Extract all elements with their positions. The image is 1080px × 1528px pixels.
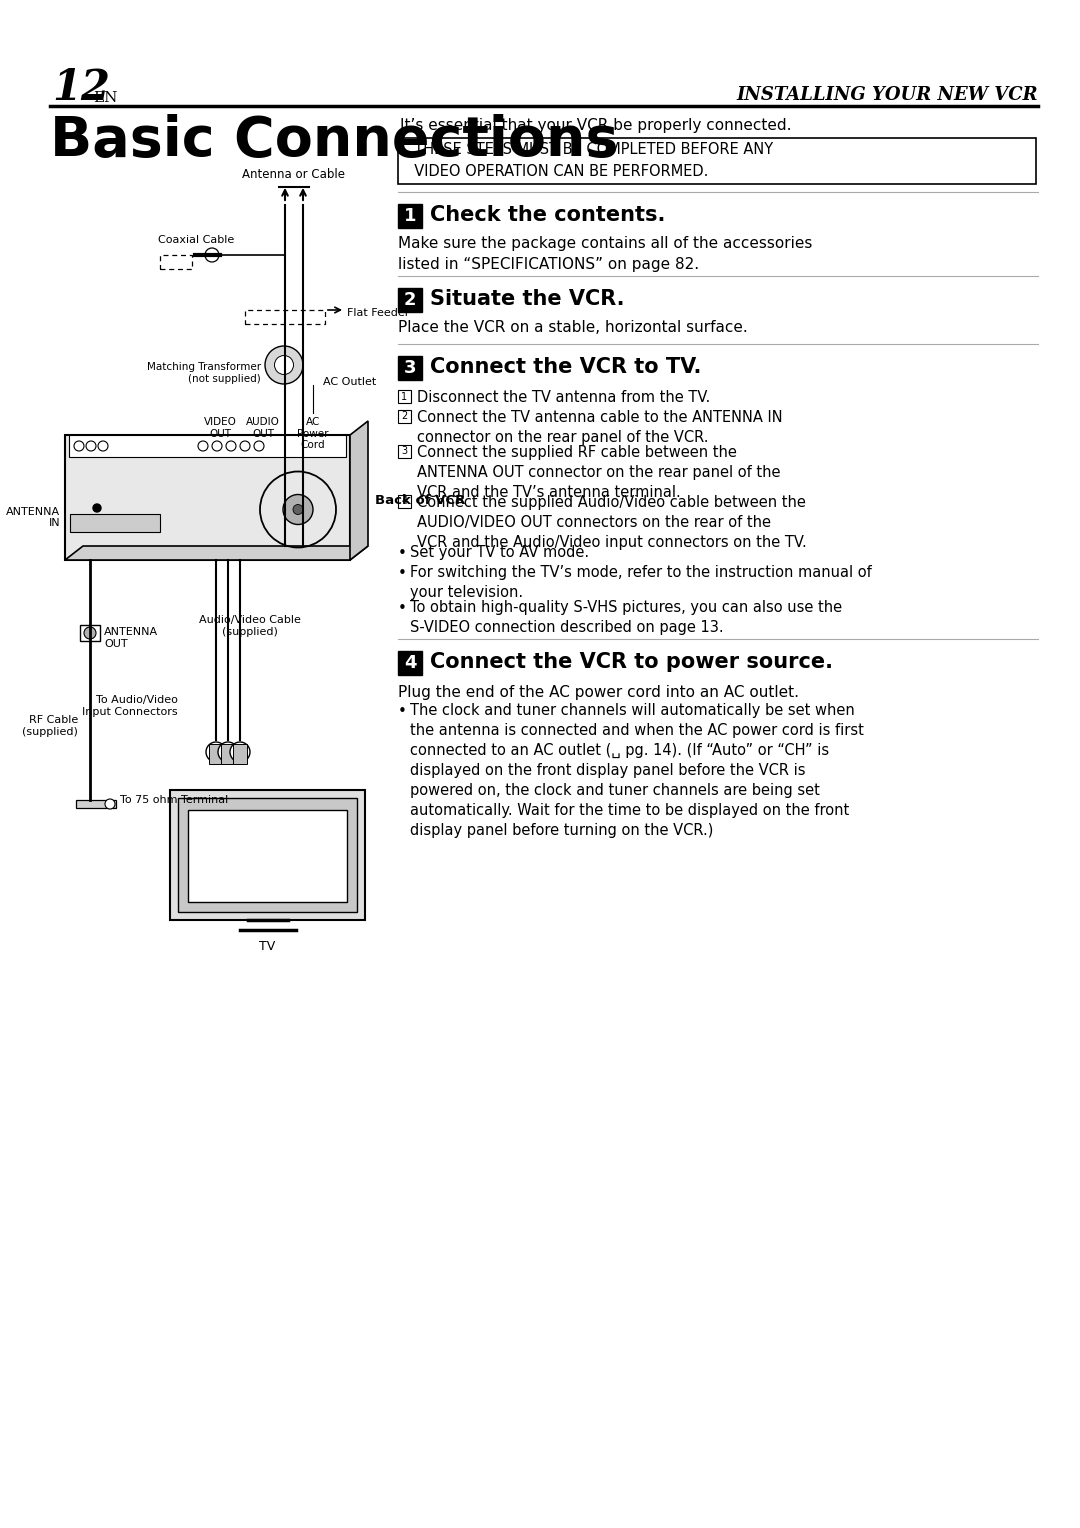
Text: Set your TV to AV mode.: Set your TV to AV mode. bbox=[410, 545, 589, 561]
Bar bbox=[178, 798, 357, 912]
Text: Connect the TV antenna cable to the ANTENNA IN
connector on the rear panel of th: Connect the TV antenna cable to the ANTE… bbox=[417, 410, 783, 445]
Text: AUDIO
OUT: AUDIO OUT bbox=[246, 417, 280, 439]
Bar bbox=[233, 744, 247, 764]
Text: THESE STEPS MUST BE COMPLETED BEFORE ANY
  VIDEO OPERATION CAN BE PERFORMED.: THESE STEPS MUST BE COMPLETED BEFORE ANY… bbox=[405, 142, 773, 179]
Text: EN: EN bbox=[93, 92, 118, 105]
Circle shape bbox=[93, 504, 102, 512]
Bar bbox=[65, 435, 350, 559]
Text: Matching Transformer
(not supplied): Matching Transformer (not supplied) bbox=[147, 362, 261, 385]
Text: Place the VCR on a stable, horizontal surface.: Place the VCR on a stable, horizontal su… bbox=[399, 319, 747, 335]
Text: Make sure the package contains all of the accessories
listed in “SPECIFICATIONS”: Make sure the package contains all of th… bbox=[399, 235, 812, 272]
Bar bbox=[76, 801, 116, 808]
Bar bbox=[221, 744, 235, 764]
Text: To 75 ohm Terminal: To 75 ohm Terminal bbox=[120, 795, 228, 805]
Text: Antenna or Cable: Antenna or Cable bbox=[243, 168, 346, 180]
Text: 12: 12 bbox=[52, 67, 110, 108]
Text: Connect the supplied Audio/Video cable between the
AUDIO/VIDEO OUT connectors on: Connect the supplied Audio/Video cable b… bbox=[417, 495, 807, 550]
Bar bbox=[188, 810, 347, 902]
Text: •: • bbox=[399, 547, 407, 561]
Text: Basic Connections: Basic Connections bbox=[50, 115, 619, 168]
Text: It’s essential that your VCR be properly connected.: It’s essential that your VCR be properly… bbox=[400, 118, 792, 133]
Circle shape bbox=[237, 749, 244, 756]
Text: AC
Power
Cord: AC Power Cord bbox=[297, 417, 328, 451]
Text: ANTENNA
OUT: ANTENNA OUT bbox=[104, 626, 158, 648]
Text: •: • bbox=[399, 704, 407, 720]
Circle shape bbox=[105, 799, 114, 808]
Bar bbox=[399, 495, 411, 507]
Bar bbox=[80, 625, 100, 642]
Text: Disconnect the TV antenna from the TV.: Disconnect the TV antenna from the TV. bbox=[417, 390, 711, 405]
Text: Situate the VCR.: Situate the VCR. bbox=[430, 289, 624, 309]
Text: •: • bbox=[399, 565, 407, 581]
Bar bbox=[69, 435, 346, 457]
Circle shape bbox=[293, 504, 303, 515]
Text: RF Cable
(supplied): RF Cable (supplied) bbox=[22, 715, 78, 738]
Text: Flat Feeder: Flat Feeder bbox=[347, 309, 409, 318]
Text: Back of VCR: Back of VCR bbox=[375, 494, 465, 506]
Text: Plug the end of the AC power cord into an AC outlet.: Plug the end of the AC power cord into a… bbox=[399, 685, 799, 700]
Bar bbox=[160, 255, 192, 269]
Bar bbox=[399, 651, 422, 675]
Text: AC Outlet: AC Outlet bbox=[323, 377, 376, 387]
Text: INSTALLING YOUR NEW VCR: INSTALLING YOUR NEW VCR bbox=[737, 86, 1038, 104]
Circle shape bbox=[218, 743, 238, 762]
Text: Check the contents.: Check the contents. bbox=[430, 205, 665, 225]
Circle shape bbox=[283, 495, 313, 524]
Polygon shape bbox=[65, 545, 368, 559]
Text: 1: 1 bbox=[404, 206, 416, 225]
Text: Connect the supplied RF cable between the
ANTENNA OUT connector on the rear pane: Connect the supplied RF cable between th… bbox=[417, 445, 781, 500]
Bar bbox=[399, 138, 1036, 183]
Text: 4: 4 bbox=[404, 654, 416, 672]
Circle shape bbox=[224, 749, 232, 756]
Bar bbox=[70, 513, 160, 532]
Circle shape bbox=[84, 626, 96, 639]
Text: 3: 3 bbox=[404, 359, 416, 377]
Bar bbox=[399, 205, 422, 228]
Text: 1: 1 bbox=[402, 391, 407, 402]
Circle shape bbox=[212, 749, 220, 756]
Text: Connect the VCR to TV.: Connect the VCR to TV. bbox=[430, 358, 701, 377]
Circle shape bbox=[230, 743, 249, 762]
Text: 2: 2 bbox=[404, 290, 416, 309]
Text: Coaxial Cable: Coaxial Cable bbox=[158, 235, 234, 244]
Circle shape bbox=[206, 743, 226, 762]
Bar bbox=[399, 410, 411, 423]
Circle shape bbox=[205, 248, 219, 261]
Bar bbox=[210, 744, 222, 764]
Text: To Audio/Video
Input Connectors: To Audio/Video Input Connectors bbox=[82, 695, 178, 718]
Polygon shape bbox=[350, 422, 368, 559]
Text: ANTENNA
IN: ANTENNA IN bbox=[5, 507, 60, 529]
Bar bbox=[399, 287, 422, 312]
Bar bbox=[245, 310, 325, 324]
Bar bbox=[399, 390, 411, 403]
Text: 3: 3 bbox=[402, 446, 407, 455]
Text: The clock and tuner channels will automatically be set when
the antenna is conne: The clock and tuner channels will automa… bbox=[410, 703, 864, 839]
Text: 4: 4 bbox=[402, 497, 407, 506]
Text: For switching the TV’s mode, refer to the instruction manual of
your television.: For switching the TV’s mode, refer to th… bbox=[410, 565, 872, 601]
Bar bbox=[399, 445, 411, 457]
Circle shape bbox=[265, 345, 303, 384]
Circle shape bbox=[274, 356, 294, 374]
Text: To obtain high-quality S-VHS pictures, you can also use the
S-VIDEO connection d: To obtain high-quality S-VHS pictures, y… bbox=[410, 601, 842, 636]
Text: •: • bbox=[399, 601, 407, 616]
Text: Connect the VCR to power source.: Connect the VCR to power source. bbox=[430, 652, 833, 672]
Bar bbox=[170, 790, 365, 920]
Text: TV: TV bbox=[259, 940, 275, 953]
Text: VIDEO
OUT: VIDEO OUT bbox=[203, 417, 237, 439]
Text: 2: 2 bbox=[402, 411, 407, 422]
Text: Audio/Video Cable
(supplied): Audio/Video Cable (supplied) bbox=[199, 614, 301, 637]
Bar bbox=[399, 356, 422, 380]
